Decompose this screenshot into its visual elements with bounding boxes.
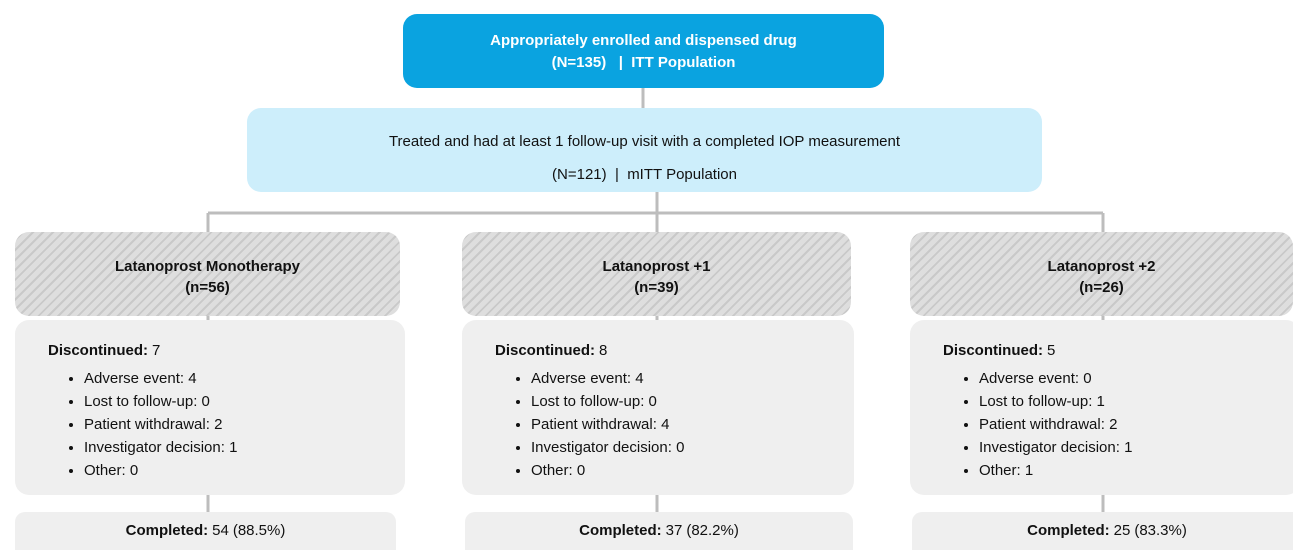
completed-pct: (88.5%) [232,522,286,539]
reason: Other: 1 [979,459,1293,482]
reason: Lost to follow-up: 1 [979,390,1293,413]
completed-box: Completed: 25 (83.3%) [912,512,1293,550]
reason: Investigator decision: 1 [84,436,405,459]
itt-title: Appropriately enrolled and dispensed dru… [490,32,797,49]
completed-box: Completed: 54 (88.5%) [15,512,396,550]
arm-n: (n=56) [185,279,230,296]
completed-count: 54 [212,522,229,539]
reason: Other: 0 [84,459,405,482]
reason-list: Adverse event: 0Lost to follow-up: 1Pati… [943,367,1293,482]
reason: Patient withdrawal: 2 [979,413,1293,436]
arm-n: (n=39) [634,279,679,296]
reason: Adverse event: 4 [84,367,405,390]
discontinued-count: 5 [1047,342,1056,359]
discontinued-count: 8 [599,342,608,359]
completed-pct: (82.2%) [686,522,739,539]
discontinued-box: Discontinued:8 Adverse event: 4Lost to fo… [462,320,854,495]
reason: Investigator decision: 1 [979,436,1293,459]
discontinued-label: Discontinued: [495,342,595,359]
reason-list: Adverse event: 4Lost to follow-up: 0Pati… [48,367,405,482]
mitt-title: Treated and had at least 1 follow-up vis… [388,133,901,150]
arm-n: (n=26) [1079,279,1124,296]
discontinued-line: Discontinued: 8 [495,342,854,359]
completed-label: Completed: [579,522,662,539]
completed-label: Completed: [125,522,209,539]
arm-name: Latanoprost +2 [1047,258,1156,275]
completed-count: 25 [1113,522,1131,539]
discontinued-box: Discontinued:5 Adverse event: 0Lost to fo… [910,320,1293,495]
reason: Lost to follow-up: 0 [531,390,854,413]
arm-header: Latanoprost +1 (n=39) [462,232,851,316]
discontinued-box: Discontinued:7 Adverse event: 4Lost to fo… [15,320,405,495]
reason: Lost to follow-up: 0 [84,390,405,413]
discontinued-line: Discontinued: 7 [48,342,405,359]
mitt-box: Treated and had at least 1 follow-up vis… [247,108,1042,192]
completed-pct: (83.3%) [1134,522,1187,539]
arm-header: Latanoprost Monotherapy (n=56) [15,232,400,316]
discontinued-count: 7 [152,342,161,359]
discontinued-label: Discontinued: [48,342,148,359]
mitt-count: (N=121) | mITT Population [552,166,737,183]
arm-name: Latanoprost +1 [602,258,711,275]
reason: Adverse event: 4 [531,367,854,390]
arm-header: Latanoprost +2 (n=26) [910,232,1293,316]
discontinued-label: Discontinued: [943,342,1043,359]
reason: Patient withdrawal: 2 [84,413,405,436]
completed-label: Completed: [1027,522,1110,539]
reason: Patient withdrawal: 4 [531,413,854,436]
reason: Adverse event: 0 [979,367,1293,390]
arm-name: Latanoprost Monotherapy [114,258,300,275]
itt-count: (N=135) | ITT Population [551,54,736,71]
reason: Other: 0 [531,459,854,482]
completed-count: 37 [665,522,683,539]
discontinued-line: Discontinued: 5 [943,342,1293,359]
itt-box: Appropriately enrolled and dispensed dru… [403,14,884,88]
completed-box: Completed: 37 (82.2%) [465,512,853,550]
reason: Investigator decision: 0 [531,436,854,459]
reason-list: Adverse event: 4Lost to follow-up: 0Pati… [495,367,854,482]
